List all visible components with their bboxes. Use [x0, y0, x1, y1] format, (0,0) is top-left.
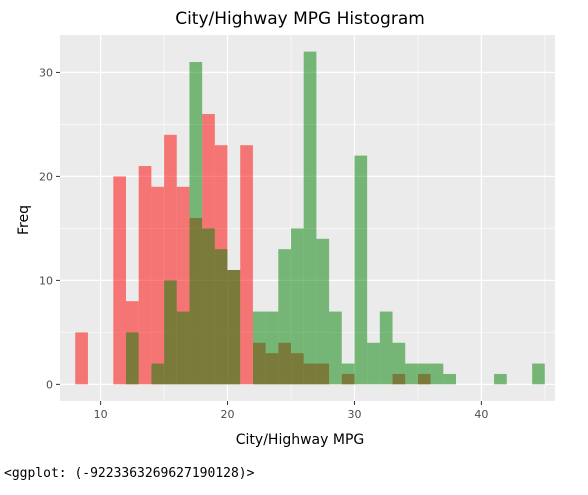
x-axis: 10 20 30 40 [94, 401, 488, 421]
highway-mpg-bar [341, 363, 355, 385]
y-axis: 0 10 20 30 [39, 66, 60, 391]
x-tick-label: 20 [221, 408, 235, 421]
highway-mpg-bar [329, 311, 342, 385]
highway-mpg-bar [252, 311, 266, 385]
x-tick-label: 30 [347, 408, 361, 421]
highway-mpg-bar [278, 249, 291, 385]
highway-mpg-bar [227, 269, 241, 385]
city-mpg-bar [75, 332, 88, 385]
highway-mpg-bar [430, 363, 444, 385]
highway-mpg-bar [265, 311, 279, 385]
highway-mpg-bar [405, 363, 418, 385]
y-axis-label: Freq [16, 205, 32, 235]
console-output: <ggplot: (-9223363269627190128)> [4, 466, 255, 481]
highway-mpg-bar [202, 228, 215, 385]
highway-mpg-bar [151, 363, 165, 385]
highway-mpg-bar [417, 363, 431, 385]
highway-mpg-bar [316, 238, 330, 385]
x-tick-label: 10 [94, 408, 108, 421]
highway-mpg-bar [379, 311, 393, 385]
histogram-chart: City/Highway MPG Histogram 10 20 30 40 0 10 2… [16, 9, 555, 448]
highway-mpg-bar [354, 155, 368, 385]
highway-mpg-bars [126, 51, 545, 385]
city-mpg-bar [113, 176, 126, 385]
city-mpg-bar [138, 166, 152, 385]
highway-mpg-bar [214, 249, 228, 385]
y-tick-label: 20 [39, 170, 53, 183]
highway-mpg-bar [532, 363, 545, 385]
city-mpg-bar [240, 145, 253, 385]
chart-title: City/Highway MPG Histogram [175, 9, 425, 29]
y-tick-label: 0 [46, 378, 53, 391]
highway-mpg-bar [367, 342, 380, 385]
highway-mpg-bar [189, 62, 203, 385]
x-tick-label: 40 [474, 408, 488, 421]
x-axis-label: City/Highway MPG [236, 432, 364, 448]
highway-mpg-bar [303, 51, 317, 385]
highway-mpg-bar [443, 373, 456, 385]
city-mpg-bar [151, 186, 165, 385]
highway-mpg-bar [494, 373, 507, 385]
highway-mpg-bar [164, 280, 177, 385]
highway-mpg-bar [291, 228, 304, 385]
y-tick-label: 30 [39, 66, 53, 79]
highway-mpg-bar [126, 332, 139, 385]
y-tick-label: 10 [39, 274, 53, 287]
highway-mpg-bar [176, 311, 190, 385]
highway-mpg-bar [392, 342, 406, 385]
